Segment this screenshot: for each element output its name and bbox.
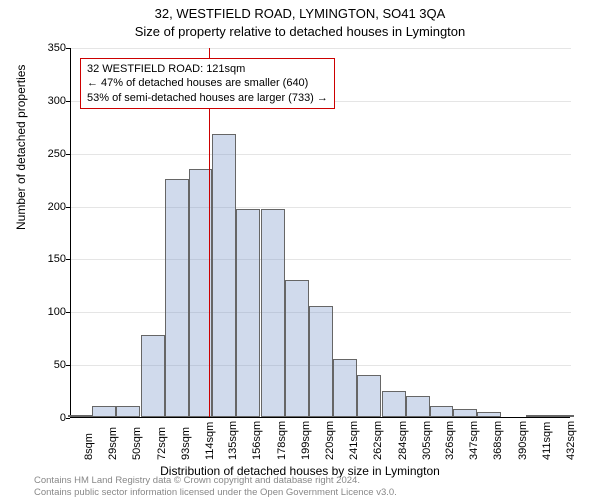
histogram-bar: [550, 415, 574, 417]
histogram-bar: [68, 415, 92, 417]
gridline: [71, 48, 571, 49]
histogram-bar: [309, 306, 333, 417]
y-tick-mark: [66, 259, 70, 260]
histogram-bar: [141, 335, 165, 417]
x-tick-label: 156sqm: [251, 421, 263, 460]
y-tick-mark: [66, 154, 70, 155]
histogram-bar: [116, 406, 140, 417]
footer-attribution: Contains HM Land Registry data © Crown c…: [34, 475, 397, 498]
histogram-bar: [357, 375, 381, 417]
histogram-bar: [477, 412, 501, 417]
histogram-bar: [92, 406, 116, 417]
gridline: [71, 154, 571, 155]
y-tick-mark: [66, 312, 70, 313]
x-tick-label: 411sqm: [541, 422, 553, 460]
histogram-bar: [261, 209, 285, 417]
x-tick-label: 50sqm: [131, 427, 143, 460]
x-tick-label: 29sqm: [107, 427, 119, 460]
gridline: [71, 207, 571, 208]
chart-title-2: Size of property relative to detached ho…: [0, 24, 600, 39]
y-tick-label: 50: [6, 359, 66, 371]
x-tick-label: 368sqm: [492, 421, 504, 460]
y-tick-label: 350: [6, 42, 66, 54]
x-tick-label: 390sqm: [517, 421, 529, 460]
histogram-bar: [236, 209, 260, 417]
histogram-bar: [285, 280, 309, 417]
x-tick-label: 135sqm: [227, 421, 239, 460]
x-tick-label: 199sqm: [300, 421, 312, 460]
x-tick-label: 432sqm: [565, 421, 577, 460]
x-tick-label: 284sqm: [397, 421, 409, 460]
x-tick-label: 8sqm: [83, 433, 95, 460]
histogram-bar: [165, 179, 189, 417]
x-tick-label: 72sqm: [156, 427, 168, 460]
histogram-bar: [453, 409, 477, 417]
histogram-bar: [406, 396, 430, 417]
y-tick-label: 0: [6, 412, 66, 424]
x-tick-label: 93sqm: [180, 427, 192, 460]
y-tick-mark: [66, 48, 70, 49]
x-tick-label: 220sqm: [324, 421, 336, 460]
annotation-line-3: 53% of semi-detached houses are larger (…: [87, 91, 328, 105]
x-tick-label: 178sqm: [276, 421, 288, 460]
y-tick-mark: [66, 365, 70, 366]
y-tick-label: 150: [6, 253, 66, 265]
x-tick-label: 326sqm: [444, 421, 456, 460]
gridline: [71, 259, 571, 260]
histogram-bar: [212, 134, 236, 417]
y-tick-mark: [66, 207, 70, 208]
x-tick-label: 241sqm: [348, 421, 360, 460]
annotation-box: 32 WESTFIELD ROAD: 121sqm ← 47% of detac…: [80, 58, 335, 109]
histogram-bar: [382, 391, 406, 417]
annotation-line-1: 32 WESTFIELD ROAD: 121sqm: [87, 62, 328, 76]
histogram-bar: [526, 415, 550, 417]
y-tick-label: 200: [6, 201, 66, 213]
x-tick-label: 114sqm: [204, 422, 216, 460]
chart-title-1: 32, WESTFIELD ROAD, LYMINGTON, SO41 3QA: [0, 6, 600, 21]
y-tick-mark: [66, 418, 70, 419]
y-tick-label: 300: [6, 95, 66, 107]
y-tick-label: 250: [6, 148, 66, 160]
annotation-line-2: ← 47% of detached houses are smaller (64…: [87, 76, 328, 90]
x-tick-label: 262sqm: [372, 421, 384, 460]
histogram-bar: [430, 406, 454, 417]
x-tick-label: 347sqm: [468, 421, 480, 460]
y-tick-label: 100: [6, 306, 66, 318]
y-tick-mark: [66, 101, 70, 102]
footer-line-2: Contains public sector information licen…: [34, 487, 397, 498]
histogram-bar: [333, 359, 357, 417]
footer-line-1: Contains HM Land Registry data © Crown c…: [34, 475, 397, 486]
x-tick-label: 305sqm: [421, 421, 433, 460]
